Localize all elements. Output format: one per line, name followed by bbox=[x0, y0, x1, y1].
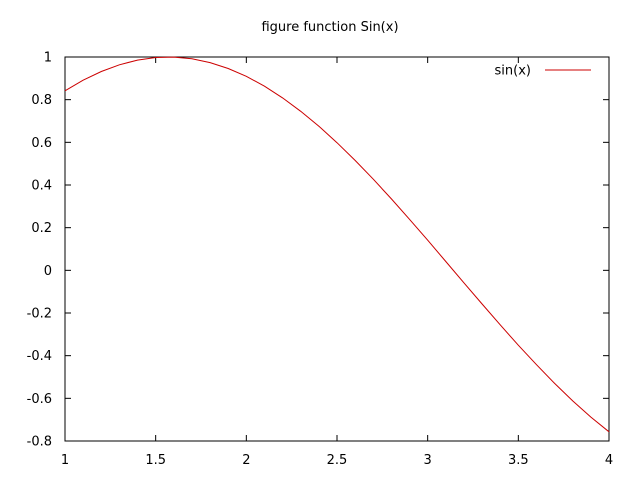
x-tick-label: 2.5 bbox=[327, 453, 348, 468]
y-tick-label: 1 bbox=[44, 51, 52, 66]
y-tick-label: 0 bbox=[44, 264, 52, 279]
series-line-sin-x- bbox=[64, 56, 610, 433]
x-tick-label: 1 bbox=[61, 453, 69, 468]
y-tick-label: 0.4 bbox=[31, 179, 52, 194]
x-tick-label: 2 bbox=[242, 453, 250, 468]
y-tick-label: -0.2 bbox=[27, 307, 52, 322]
chart-title: figure function Sin(x) bbox=[261, 20, 398, 35]
y-axis: -0.8 -0.6 -0.4 -0.2 0 0.2 0.4 0.6 0.8 1 bbox=[27, 51, 609, 450]
y-tick-label: -0.8 bbox=[27, 435, 52, 450]
y-tick-label: 0.8 bbox=[31, 93, 52, 108]
y-tick-label: 0.6 bbox=[31, 136, 52, 151]
legend-label: sin(x) bbox=[495, 64, 531, 79]
plot-frame bbox=[64, 56, 610, 442]
x-tick-label: 4 bbox=[605, 453, 613, 468]
y-tick-label: -0.6 bbox=[27, 392, 52, 407]
x-tick-label: 1.5 bbox=[145, 453, 166, 468]
x-axis: 1 1.5 2 2.5 3 3.5 4 bbox=[61, 57, 613, 468]
legend: sin(x) bbox=[495, 64, 591, 79]
series-group bbox=[64, 56, 610, 433]
y-tick-label: -0.4 bbox=[27, 349, 52, 364]
y-tick-label: 0.2 bbox=[31, 221, 52, 236]
x-tick-label: 3 bbox=[424, 453, 432, 468]
x-tick-label: 3.5 bbox=[508, 453, 529, 468]
